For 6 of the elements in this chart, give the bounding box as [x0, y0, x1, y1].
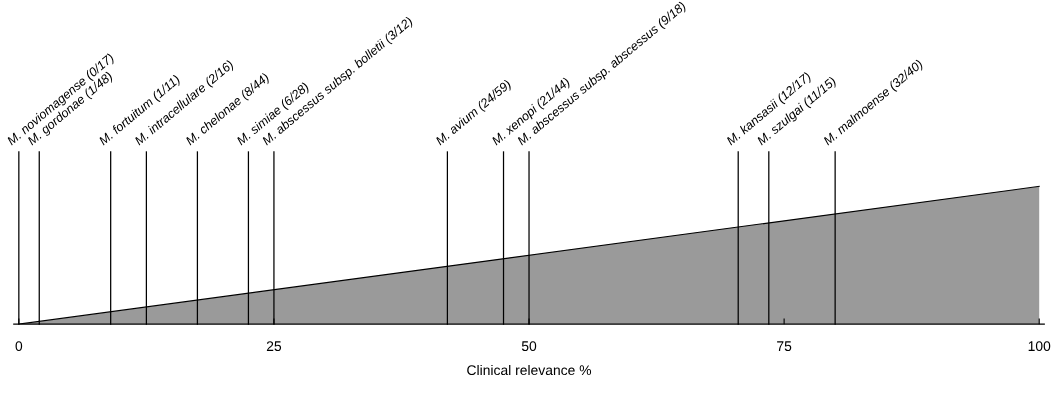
x-tick-label: 25	[266, 341, 282, 352]
x-tick-label: 50	[521, 341, 537, 352]
x-tick-label: 100	[1028, 341, 1051, 352]
x-tick-label: 75	[777, 341, 792, 352]
x-axis-title: Clinical relevance %	[467, 364, 592, 376]
x-tick-label: 0	[15, 341, 23, 352]
